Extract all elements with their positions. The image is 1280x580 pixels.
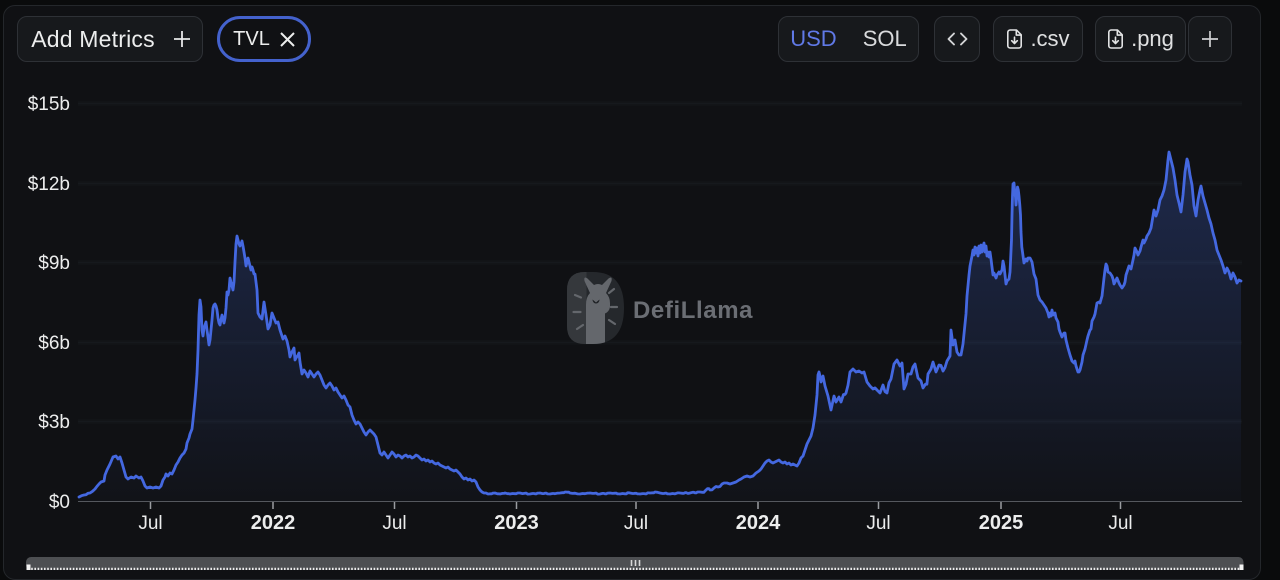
svg-text:DefiLlama: DefiLlama <box>633 297 753 324</box>
svg-text:Jul: Jul <box>624 513 648 534</box>
svg-text:$15b: $15b <box>28 94 70 115</box>
svg-text:2023: 2023 <box>494 512 539 534</box>
svg-text:Jul: Jul <box>382 513 406 534</box>
svg-text:2025: 2025 <box>979 512 1024 534</box>
svg-text:$3b: $3b <box>38 412 70 433</box>
svg-text:$9b: $9b <box>38 253 70 274</box>
svg-text:Jul: Jul <box>866 513 890 534</box>
svg-text:Jul: Jul <box>138 513 162 534</box>
svg-text:2022: 2022 <box>251 512 296 534</box>
svg-text:$12b: $12b <box>28 174 70 195</box>
svg-text:$0: $0 <box>49 492 70 513</box>
svg-text:Jul: Jul <box>1108 513 1132 534</box>
svg-text:2024: 2024 <box>736 512 781 534</box>
svg-text:$6b: $6b <box>38 333 70 354</box>
